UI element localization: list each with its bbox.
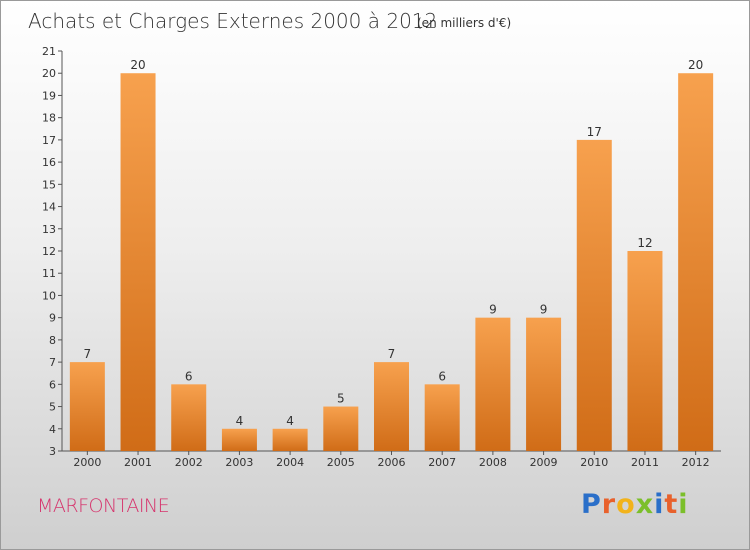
commune-name: MARFONTAINE: [37, 495, 170, 517]
data-label-2007: 6: [438, 369, 446, 383]
bar-2000: [69, 362, 105, 451]
x-tick-label-2011: 2011: [631, 456, 659, 469]
bar-2011: [627, 251, 663, 451]
bar-2005: [323, 406, 359, 451]
logo-letter: r: [601, 489, 617, 520]
data-label-2006: 7: [388, 347, 396, 361]
x-tick-label-2006: 2006: [378, 456, 406, 469]
x-tick-label-2010: 2010: [580, 456, 608, 469]
y-axis-ticks: 3 4 5 6 7 8 9 10 11 12 13 14 15 16 17 18 19 20 21: [42, 45, 62, 458]
y-tick-label: 15: [42, 178, 56, 191]
bar-2001: [120, 73, 156, 451]
y-tick-label: 20: [42, 67, 56, 80]
y-tick-label: 12: [42, 245, 56, 258]
x-tick-label-2001: 2001: [124, 456, 152, 469]
bar-2012: [678, 73, 714, 451]
y-tick-label: 5: [49, 401, 56, 414]
y-tick-label: 10: [42, 289, 56, 302]
x-axis-ticks: 2000 2001 2002 2003 2004 2005 2006 2007 2008 2009…: [73, 451, 710, 469]
bar-2003: [221, 428, 257, 451]
logo-letter: P: [581, 489, 602, 520]
bar-2006: [374, 362, 409, 451]
y-tick-label: 14: [42, 201, 56, 214]
x-tick-label-2007: 2007: [428, 456, 456, 469]
data-label-2009: 9: [540, 303, 548, 317]
logo-letter: o: [616, 489, 636, 520]
y-tick-label: 13: [42, 223, 56, 236]
data-label-2003: 4: [236, 414, 244, 428]
bars: [69, 73, 714, 451]
bar-2002: [171, 384, 207, 451]
x-tick-label-2009: 2009: [530, 456, 558, 469]
logo-letter: t: [664, 489, 679, 520]
x-tick-label-2005: 2005: [327, 456, 355, 469]
proxiti-logo: Proxiti: [581, 489, 689, 520]
bar-2010: [576, 139, 612, 451]
bar-2009: [526, 317, 562, 451]
y-tick-label: 8: [49, 334, 56, 347]
data-label-2005: 5: [337, 392, 345, 406]
y-tick-label: 3: [49, 445, 56, 458]
chart-title: Achats et Charges Externes 2000 à 2012: [28, 9, 437, 33]
logo-letter: i: [654, 489, 665, 520]
data-label-2008: 9: [489, 303, 497, 317]
x-tick-label-2004: 2004: [276, 456, 304, 469]
bar-2007: [424, 384, 460, 451]
logo-letter: x: [635, 489, 655, 520]
y-tick-label: 16: [42, 156, 56, 169]
y-tick-label: 6: [49, 378, 56, 391]
chart-subtitle: (en milliers d'€): [417, 16, 511, 30]
y-tick-label: 19: [42, 89, 56, 102]
y-tick-label: 21: [42, 45, 56, 58]
bar-2004: [272, 428, 308, 451]
data-label-2000: 7: [84, 347, 92, 361]
y-tick-label: 17: [42, 134, 56, 147]
x-tick-label-2003: 2003: [225, 456, 253, 469]
x-tick-label-2000: 2000: [73, 456, 101, 469]
data-label-2004: 4: [286, 414, 294, 428]
data-label-2010: 17: [587, 125, 602, 139]
y-tick-label: 9: [49, 312, 56, 325]
y-tick-label: 11: [42, 267, 56, 280]
data-label-2001: 20: [130, 58, 145, 72]
data-label-2002: 6: [185, 369, 193, 383]
y-tick-label: 4: [49, 423, 56, 436]
y-tick-label: 18: [42, 112, 56, 125]
data-label-2012: 20: [688, 58, 703, 72]
data-label-2011: 12: [637, 236, 652, 250]
logo-letter: i: [678, 489, 689, 520]
x-tick-label-2008: 2008: [479, 456, 507, 469]
y-tick-label: 7: [49, 356, 56, 369]
x-tick-label-2012: 2012: [682, 456, 710, 469]
data-labels: 7 20 6 4 4 5 7 6 9 9 17 12 20: [84, 58, 704, 428]
x-tick-label-2002: 2002: [175, 456, 203, 469]
bar-2008: [475, 317, 511, 451]
